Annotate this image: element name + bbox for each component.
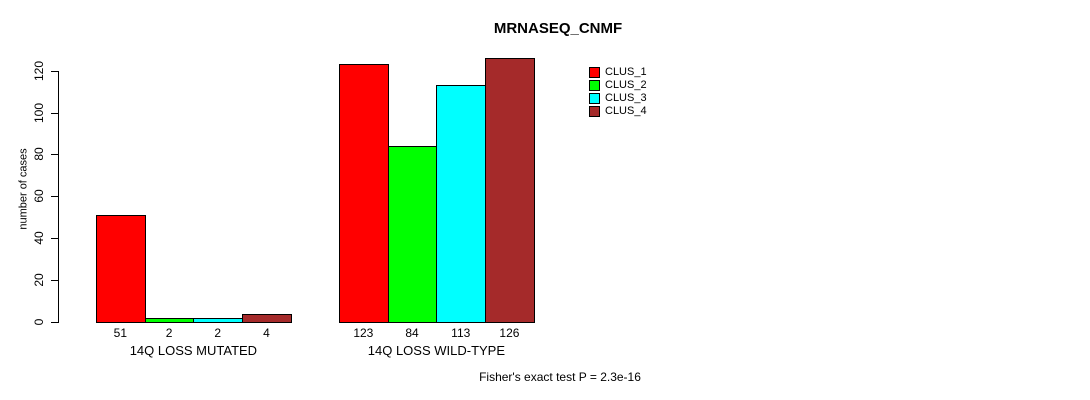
bar-value-label: 2 xyxy=(165,326,173,340)
bar-value-label: 2 xyxy=(214,326,222,340)
legend-label: CLUS_1 xyxy=(605,65,647,78)
y-axis-tick-label: 80 xyxy=(32,147,46,162)
y-axis-tick xyxy=(51,322,58,323)
bar-value-label: 113 xyxy=(451,326,471,340)
bar-value-label: 4 xyxy=(263,326,270,340)
legend-label: CLUS_4 xyxy=(605,105,647,118)
legend-item-clus-2: CLUS_2 xyxy=(589,79,647,91)
y-axis-tick-label: 20 xyxy=(32,273,46,287)
bar-clus-1-14q-loss-mutated xyxy=(96,215,146,323)
y-axis-tick-label: 100 xyxy=(32,102,46,123)
legend-item-clus-1: CLUS_1 xyxy=(589,66,647,78)
legend-item-clus-3: CLUS_3 xyxy=(589,92,647,104)
y-axis-tick xyxy=(51,238,58,240)
category-label: 14Q LOSS MUTATED xyxy=(129,343,258,358)
y-axis-tick-label: 60 xyxy=(32,189,46,203)
annotation-text: Fisher's exact test P = 2.3e-16 xyxy=(479,370,641,384)
legend-swatch-clus-1 xyxy=(589,66,600,78)
category-label: 14Q LOSS WILD-TYPE xyxy=(367,343,506,358)
legend-swatch-clus-3 xyxy=(589,92,600,104)
bar-value-label: 123 xyxy=(353,326,374,340)
y-axis-tick-label: 120 xyxy=(32,60,46,81)
legend-label: CLUS_3 xyxy=(605,91,647,104)
bar-clus-4-14q-loss-wild-type xyxy=(485,58,535,323)
bar-clus-2-14q-loss-wild-type xyxy=(387,146,438,323)
y-axis-tick xyxy=(51,70,58,72)
bar-clus-3-14q-loss-mutated xyxy=(193,317,244,323)
y-axis-tick-label: 40 xyxy=(32,231,46,245)
bar-clus-4-14q-loss-mutated xyxy=(242,313,292,323)
chart-title: MRNASEQ_CNMF xyxy=(493,20,623,37)
bar-value-label: 126 xyxy=(499,326,520,340)
y-axis-tick xyxy=(51,196,58,198)
y-axis-tick xyxy=(51,280,58,282)
bar-clus-3-14q-loss-wild-type xyxy=(436,85,487,323)
bar-value-label: 51 xyxy=(113,326,128,340)
bar-clus-2-14q-loss-mutated xyxy=(144,317,195,323)
y-axis-title: number of cases xyxy=(17,148,30,230)
legend-swatch-clus-2 xyxy=(589,79,600,91)
y-axis-tick xyxy=(51,154,58,156)
y-axis-tick-label: 0 xyxy=(32,318,46,326)
y-axis-tick xyxy=(51,112,58,114)
legend-item-clus-4: CLUS_4 xyxy=(589,106,647,118)
bar-value-label: 84 xyxy=(405,326,419,340)
legend-label: CLUS_2 xyxy=(605,78,647,91)
bar-clus-1-14q-loss-wild-type xyxy=(339,64,389,323)
y-axis-line xyxy=(58,70,59,323)
legend-swatch-clus-4 xyxy=(589,106,600,118)
